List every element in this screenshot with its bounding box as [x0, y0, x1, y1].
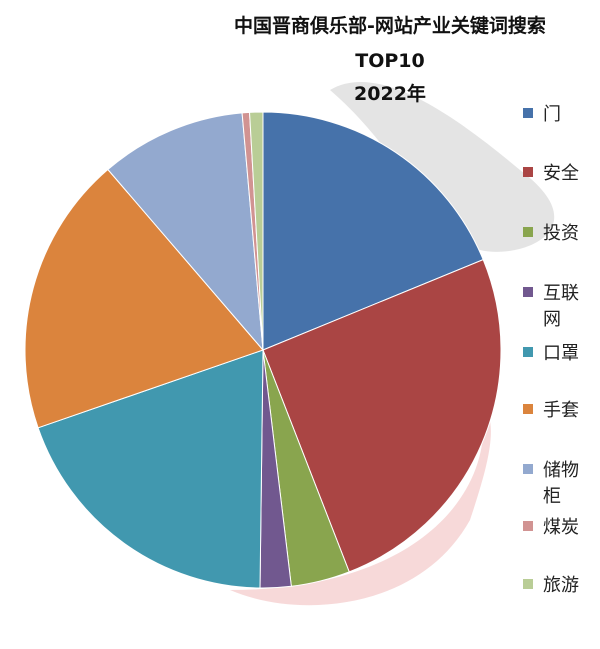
legend-label: 储物柜 — [543, 460, 579, 507]
legend-swatch — [523, 227, 533, 237]
legend-item: 口罩 — [523, 341, 583, 367]
legend-swatch — [523, 521, 533, 531]
pie-slice — [249, 111, 264, 351]
legend-item: 储物柜 — [523, 458, 583, 510]
legend-swatch — [523, 464, 533, 474]
pie — [24, 111, 502, 589]
legend-item: 互联网 — [523, 281, 583, 333]
legend-swatch — [523, 108, 533, 118]
legend-item: 手套 — [523, 398, 583, 424]
pie-slice — [24, 168, 264, 429]
legend-swatch — [523, 579, 533, 589]
chart-title: TOP10 — [355, 50, 424, 72]
watermark — [330, 81, 555, 252]
legend-label: 安全 — [543, 163, 579, 184]
legend-label: 门 — [543, 104, 561, 125]
legend-swatch — [523, 287, 533, 297]
pie-slice — [37, 349, 264, 589]
legend-label: 互联网 — [543, 283, 579, 330]
legend-swatch — [523, 167, 533, 177]
legend-label: 煤炭 — [543, 517, 579, 538]
legend-label: 投资 — [543, 223, 579, 244]
legend-label: 手套 — [543, 400, 579, 421]
legend-item: 安全 — [523, 161, 583, 187]
legend-swatch — [523, 347, 533, 357]
legend-item: 煤炭 — [523, 515, 583, 541]
pie-slice — [262, 111, 484, 351]
legend-item: 门 — [523, 102, 583, 128]
legend-swatch — [523, 404, 533, 414]
pie-slice — [107, 112, 264, 352]
legend-item: 旅游 — [523, 573, 583, 599]
legend-item: 投资 — [523, 221, 583, 247]
pie-slice — [262, 258, 502, 573]
legend-label: 口罩 — [543, 343, 579, 364]
chart-title: 2022年 — [354, 82, 426, 105]
legend-label: 旅游 — [543, 575, 579, 596]
chart-title: 中国晋商俱乐部-网站产业关键词搜索 — [234, 14, 546, 37]
watermark — [230, 400, 491, 606]
